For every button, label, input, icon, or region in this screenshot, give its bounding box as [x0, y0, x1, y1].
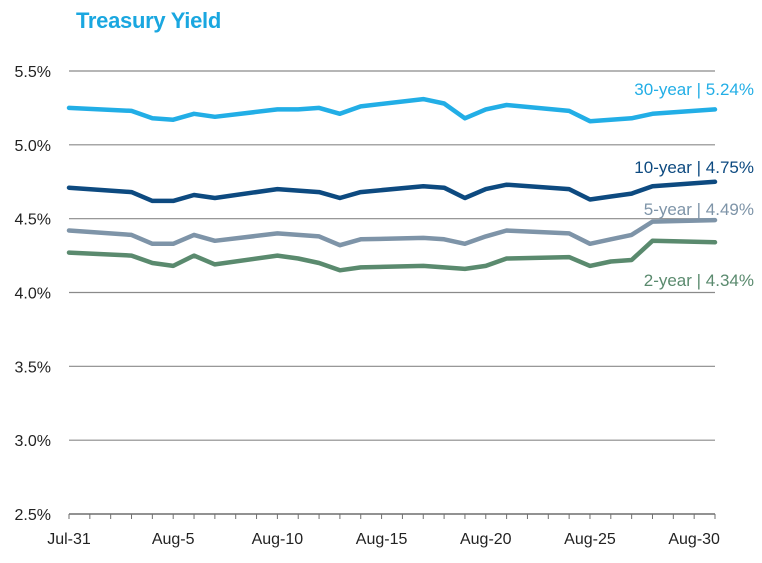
y-tick-label: 3.0% [15, 433, 51, 450]
gridlines [69, 70, 715, 441]
x-tick-label: Aug-10 [252, 531, 304, 548]
y-tick-label: 2.5% [15, 507, 51, 524]
y-tick-label: 5.5% [15, 64, 51, 81]
y-tick-label: 4.5% [15, 212, 51, 229]
series-labels: 30-year | 5.24% 10-year | 4.75% 5-year | 4… [634, 80, 754, 290]
x-tick-label: Jul-31 [47, 531, 91, 548]
series-line [66, 217, 718, 248]
y-tick-label: 4.0% [15, 286, 51, 303]
x-tick-label: Aug-5 [152, 531, 195, 548]
series-label: 30-year | 5.24% [634, 80, 754, 99]
x-tick-label: Aug-15 [356, 531, 408, 548]
series-line [66, 238, 718, 273]
y-tick-label: 5.0% [15, 138, 51, 155]
series-label: 2-year | 4.34% [644, 271, 754, 290]
series-line [66, 96, 718, 124]
series-line [66, 179, 718, 204]
series-lines [66, 96, 718, 273]
axes: 2.5% 3.0% 3.5% 4.0% 4.5% 5.0% 5.5% Jul-31 Aug-5 A… [15, 64, 721, 548]
chart-title: Treasury Yield [76, 8, 221, 33]
y-tick-label: 3.5% [15, 359, 51, 376]
x-tick-label: Aug-20 [460, 531, 512, 548]
series-label: 5-year | 4.49% [644, 200, 754, 219]
x-tick-label: Aug-30 [668, 531, 720, 548]
x-tick-label: Aug-25 [564, 531, 616, 548]
series-label: 10-year | 4.75% [634, 158, 754, 177]
